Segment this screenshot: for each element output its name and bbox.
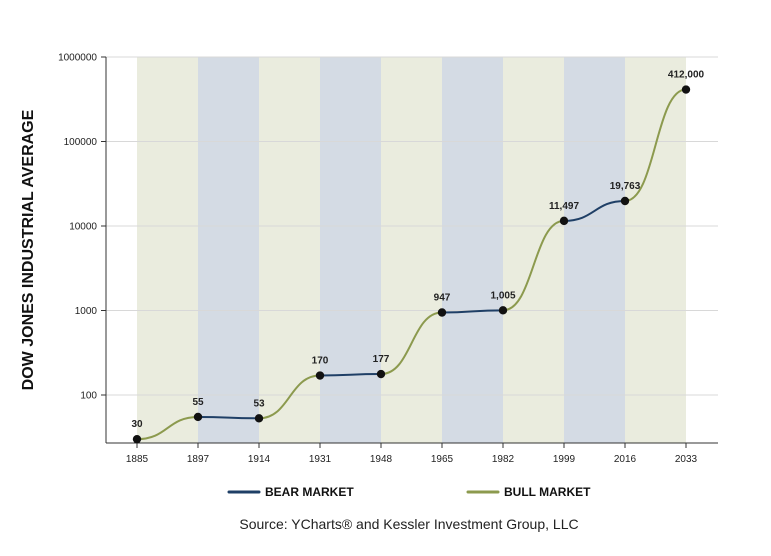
segment-bull-2016-2033: [624, 88, 687, 202]
band-bear-1999-2016: [564, 57, 625, 443]
data-label-1931: 170: [312, 356, 329, 367]
segment-bull-1885-1897: [136, 415, 199, 441]
segment-bear-1965-1982: [441, 309, 504, 314]
x-tick-label: 1982: [492, 454, 515, 465]
segment-bull-1948-1965: [380, 311, 443, 376]
data-points: [132, 85, 691, 444]
data-point-2033: [681, 85, 691, 94]
segment-bear-1897-1914: [197, 415, 260, 420]
band-bull-1885-1897: [137, 57, 198, 443]
segment-bull-1914-1931: [258, 374, 321, 420]
data-label-2033: 412,000: [668, 70, 705, 81]
data-point-1885: [132, 434, 142, 444]
band-bear-1931-1948: [320, 57, 381, 443]
y-tick-label: 100: [80, 391, 97, 402]
data-point-1914: [254, 414, 264, 423]
data-label-2016: 19,763: [610, 181, 641, 192]
market-bands: [137, 57, 686, 443]
legend-bear-label: BEAR MARKET: [265, 485, 354, 499]
band-bull-2016-2033: [625, 57, 686, 443]
data-labels: 30 55 53 170 177 947 1,005 11,497 19,763 412,000: [131, 70, 704, 431]
axes: [105, 57, 718, 444]
data-label-1982: 1,005: [490, 290, 515, 301]
band-bull-1982-1999: [503, 57, 564, 443]
y-tick-label: 100000: [64, 137, 98, 148]
x-tick-label: 1914: [248, 454, 271, 465]
x-tick-labels: 1885 1897 1914 1931 1948 1965 1982 1999 2016 2033: [126, 443, 698, 465]
data-point-1897: [193, 412, 203, 422]
segment-bull-1982-1999: [502, 219, 565, 312]
data-point-1999: [559, 216, 569, 226]
data-label-1897: 55: [192, 397, 204, 408]
band-bear-1897-1914: [198, 57, 259, 443]
gridlines: [101, 56, 718, 396]
y-axis-title: DOW JONES INDUSTRIAL AVERAGE: [20, 109, 37, 390]
data-point-2016: [620, 196, 630, 206]
segment-bear-1931-1948: [319, 373, 382, 377]
data-point-1948: [376, 369, 386, 379]
x-tick-label: 1931: [309, 454, 332, 465]
data-point-1931: [315, 371, 325, 380]
x-tick-label: 2033: [675, 454, 698, 465]
data-label-1885: 30: [131, 419, 143, 430]
legend: BEAR MARKET BULL MARKET: [227, 485, 591, 499]
y-tick-label: 1000: [75, 306, 98, 317]
data-label-1914: 53: [253, 398, 265, 409]
y-tick-labels: 100 1000 10000 100000 1000000: [58, 53, 97, 402]
data-label-1948: 177: [373, 354, 390, 365]
band-bear-1965-1982: [442, 57, 503, 443]
x-tick-label: 1965: [431, 454, 454, 465]
x-tick-label: 1999: [553, 454, 576, 465]
y-tick-label: 1000000: [58, 53, 97, 64]
source-note: Source: YCharts® and Kessler Investment …: [239, 516, 578, 532]
data-point-1982: [498, 306, 508, 315]
x-tick-label: 1897: [187, 454, 210, 465]
x-tick-label: 1948: [370, 454, 393, 465]
segment-bear-1999-2016: [563, 200, 626, 222]
band-bull-1948-1965: [381, 57, 442, 443]
y-tick-label: 10000: [69, 222, 97, 233]
band-bull-1914-1931: [259, 57, 320, 443]
x-tick-label: 1885: [126, 454, 149, 465]
data-point-1965: [437, 308, 447, 317]
series-lines: [136, 88, 687, 441]
legend-bull-label: BULL MARKET: [504, 485, 591, 499]
data-label-1965: 947: [434, 292, 451, 303]
data-label-1999: 11,497: [549, 201, 579, 212]
x-tick-label: 2016: [614, 454, 637, 465]
